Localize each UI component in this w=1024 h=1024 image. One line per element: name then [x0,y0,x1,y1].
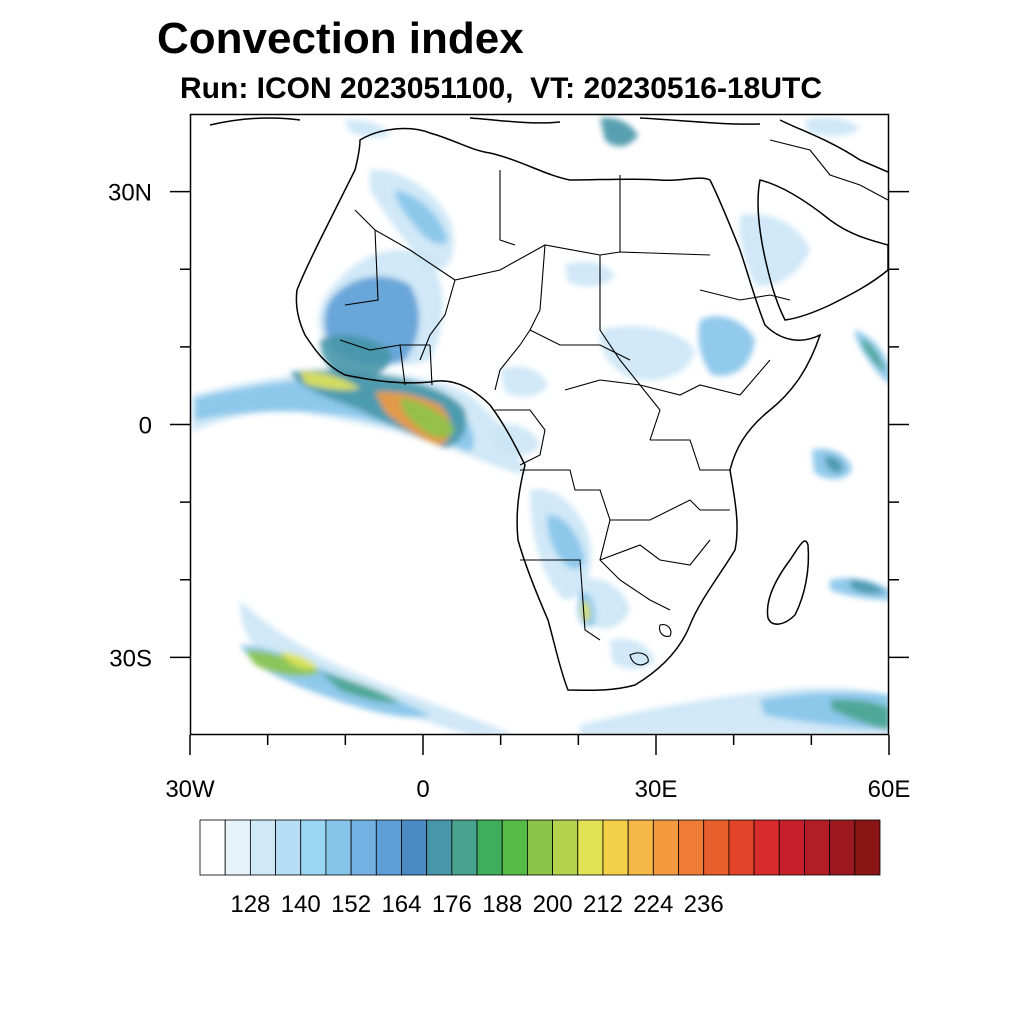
field-patch [830,699,889,730]
field-patch [698,316,755,376]
arabia-coastline [757,179,889,321]
colorbar-swatch [350,819,377,876]
field-patch [850,580,885,594]
field-patch [345,119,390,138]
field-patch [824,456,843,473]
field-patch [395,190,448,244]
colorbar-swatch [224,819,251,876]
field-patch [495,423,540,456]
colorbar-swatch [375,819,402,876]
colorbar-swatch [401,819,428,876]
colorbar-label: 236 [684,891,724,918]
colorbar-swatch [804,819,831,876]
colorbar-swatch [199,819,226,876]
x-tick-label: 60E [868,776,911,803]
field-patch [400,398,455,438]
chart-title: Convection index [157,14,524,63]
colorbar-label: 224 [633,891,673,918]
field-patch [280,652,318,670]
colorbar-swatch [476,819,503,876]
field-patch [585,579,630,629]
colorbar-swatch [451,819,478,876]
colorbar-swatch [728,819,755,876]
colorbar-swatch [300,819,327,876]
colorbar-label: 152 [331,891,371,918]
colorbar-swatch [652,819,679,876]
colorbar-swatch [703,819,730,876]
field-patch [320,672,400,703]
field-patch [245,650,320,676]
colorbar-swatch [678,819,705,876]
field-patch [300,371,360,391]
colorbar-label: 176 [432,891,472,918]
colorbar-label: 164 [381,891,421,918]
y-tick-label: 0 [139,413,152,440]
colorbar-label: 200 [533,891,573,918]
colorbar-swatch [275,819,302,876]
axis-ticks [170,190,909,755]
y-tick-label: 30S [109,645,152,672]
field-patch [862,338,886,372]
field-patch [739,214,810,286]
field-patch [547,515,585,569]
colorbar-swatch [249,819,276,876]
colorbar-swatch [854,819,881,876]
x-tick-label: 0 [416,776,429,803]
colorbar [199,819,881,876]
chart-subtitle: Run: ICON 2023051100, VT: 20230516-18UTC [180,72,822,105]
x-tick-label: 30W [165,776,215,803]
colorbar-swatch [426,819,453,876]
colorbar-swatch [753,819,780,876]
colorbar-swatch [325,819,352,876]
colorbar-label: 212 [583,891,623,918]
map-frame [189,113,890,736]
colorbar-label: 128 [230,891,270,918]
colorbar-swatch [602,819,629,876]
field-patch [599,326,695,381]
field-patch [320,334,391,380]
convection-field [192,117,889,735]
field-patch [500,366,548,397]
europe-coastline [209,117,889,173]
madagascar-coastline [766,540,810,625]
colorbar-label: 140 [281,891,321,918]
colorbar-swatch [501,819,528,876]
colorbar-swatch [577,819,604,876]
colorbar-swatch [778,819,805,876]
country-borders [339,139,889,666]
y-tick-label: 30N [108,180,152,207]
colorbar-label: 188 [482,891,522,918]
coastline-layer [209,117,889,692]
field-patch [805,117,860,137]
field-patch [600,117,638,147]
colorbar-swatch [527,819,553,876]
field-patch [565,261,615,287]
colorbar-swatch [627,819,654,876]
colorbar-swatch [829,819,856,876]
africa-coastline [295,127,822,692]
colorbar-labels: 128 140 152 164 176 188 200 212 224 236 [230,891,723,918]
axis-labels: 30W 0 30E 60E 30N 0 30S [108,180,910,803]
colorbar-swatch [552,819,579,876]
x-tick-label: 30E [635,776,678,803]
